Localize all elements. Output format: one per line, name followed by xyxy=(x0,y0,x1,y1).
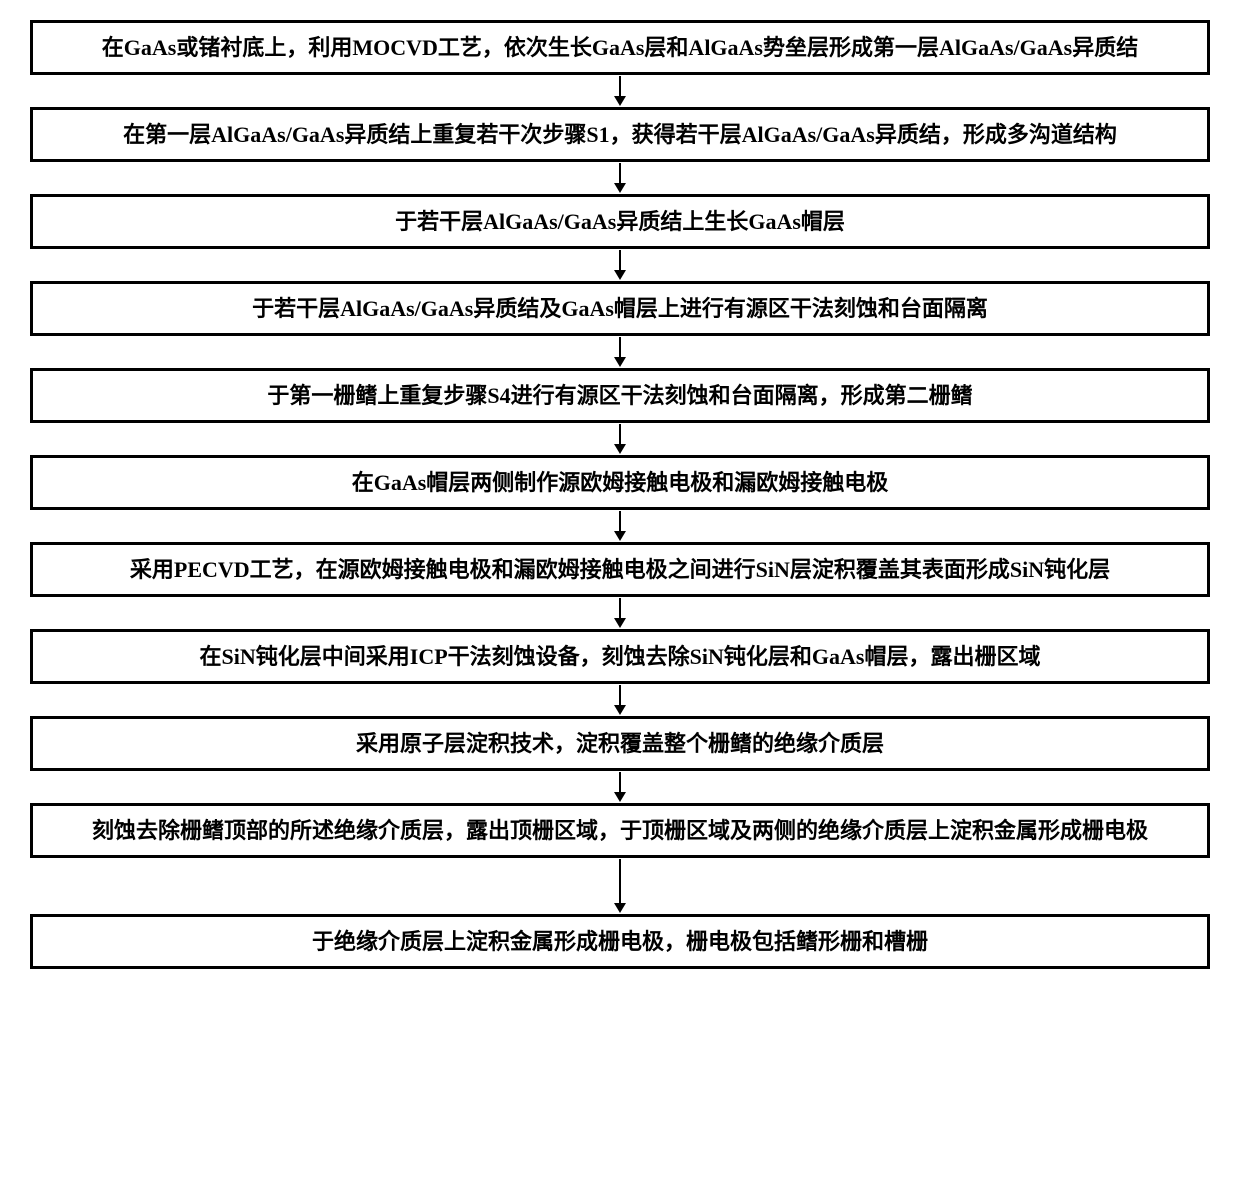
flow-arrow-icon xyxy=(610,162,630,194)
flow-arrow-icon xyxy=(610,75,630,107)
flowchart-step: 采用PECVD工艺，在源欧姆接触电极和漏欧姆接触电极之间进行SiN层淀积覆盖其表… xyxy=(30,542,1210,597)
flowchart-step: 刻蚀去除栅鳍顶部的所述绝缘介质层，露出顶栅区域，于顶栅区域及两侧的绝缘介质层上淀… xyxy=(30,803,1210,858)
flow-arrow-icon xyxy=(610,249,630,281)
flow-arrow-icon xyxy=(610,336,630,368)
flow-arrow-icon xyxy=(610,597,630,629)
flowchart-step: 于若干层AlGaAs/GaAs异质结及GaAs帽层上进行有源区干法刻蚀和台面隔离 xyxy=(30,281,1210,336)
flowchart-step: 在SiN钝化层中间采用ICP干法刻蚀设备，刻蚀去除SiN钝化层和GaAs帽层，露… xyxy=(30,629,1210,684)
flow-arrow-icon xyxy=(610,423,630,455)
flowchart-step: 在GaAs帽层两侧制作源欧姆接触电极和漏欧姆接触电极 xyxy=(30,455,1210,510)
flow-arrow-icon xyxy=(610,858,630,914)
flow-arrow-icon xyxy=(610,771,630,803)
flowchart-step: 于绝缘介质层上淀积金属形成栅电极，栅电极包括鳍形栅和槽栅 xyxy=(30,914,1210,969)
flow-arrow-icon xyxy=(610,684,630,716)
flowchart-step: 在第一层AlGaAs/GaAs异质结上重复若干次步骤S1，获得若干层AlGaAs… xyxy=(30,107,1210,162)
flowchart-container: 在GaAs或锗衬底上，利用MOCVD工艺，依次生长GaAs层和AlGaAs势垒层… xyxy=(30,20,1210,969)
flowchart-step: 在GaAs或锗衬底上，利用MOCVD工艺，依次生长GaAs层和AlGaAs势垒层… xyxy=(30,20,1210,75)
flow-arrow-icon xyxy=(610,510,630,542)
flowchart-step: 于若干层AlGaAs/GaAs异质结上生长GaAs帽层 xyxy=(30,194,1210,249)
flowchart-step: 于第一栅鳍上重复步骤S4进行有源区干法刻蚀和台面隔离，形成第二栅鳍 xyxy=(30,368,1210,423)
flowchart-step: 采用原子层淀积技术，淀积覆盖整个栅鳍的绝缘介质层 xyxy=(30,716,1210,771)
